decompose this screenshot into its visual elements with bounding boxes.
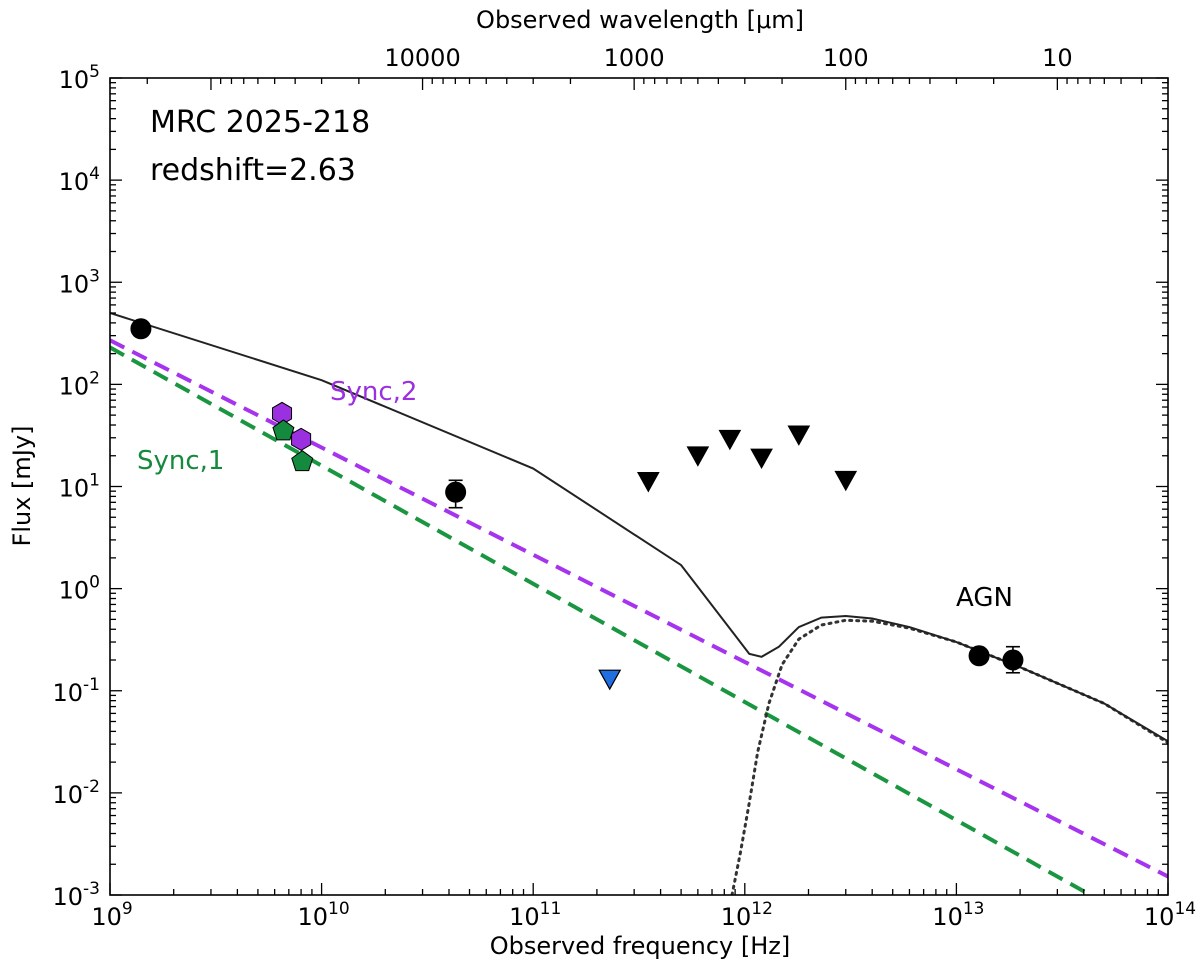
upper-limit-point [834,470,858,492]
detection-point [445,481,467,503]
upper-limit-point [718,429,742,451]
y-tick-label: 104 [59,164,100,196]
y-tick-label: 102 [59,368,100,400]
y-tick-label: 10-1 [53,675,101,707]
upper-limit-point [636,472,660,493]
data-markers [130,318,1024,691]
sync2-point [291,427,312,451]
upper-limit-point [686,446,710,467]
y-tick-label: 103 [59,266,100,298]
detection-point [968,645,990,667]
y-tick-label: 10-3 [53,879,101,911]
blue-upper-limit-point [598,669,622,691]
upper-limit-point [787,425,811,446]
agn-label: AGN [956,583,1013,613]
y-axis-label: Flux [mJy] [8,426,36,547]
top-tick-label: 10000 [384,44,460,72]
top-axis-label: Observed wavelength [μm] [476,6,804,34]
top-tick-label: 100 [823,44,869,72]
sync2-label: Sync,2 [330,377,417,407]
axis-ticks [109,77,1169,896]
y-tick-label: 10-2 [53,777,101,809]
sync2-model-line [110,338,1168,879]
y-tick-label: 105 [59,62,100,94]
detection-point [1002,649,1024,671]
tick-labels: 109 1010 1011 1012 1013 1014 10-3 10-2 10-1 100 10… [53,44,1197,931]
x-tick-label: 109 [91,899,132,931]
sync1-model-line [110,345,1092,895]
top-tick-label: 10 [1042,44,1073,72]
x-tick-label: 1013 [932,899,984,931]
plot-frame [109,77,1169,896]
y-tick-label: 100 [59,573,100,605]
source-name: MRC 2025-218 [150,105,370,140]
model-curves [110,312,1168,895]
redshift-label: redshift=2.63 [150,153,356,188]
x-axis-label: Observed frequency [Hz] [490,932,790,960]
top-tick-label: 1000 [604,44,665,72]
detection-point [130,318,152,340]
y-tick-label: 101 [59,471,100,503]
total-model-line [110,312,1168,743]
upper-limit-point [750,448,773,470]
sync1-label: Sync,1 [137,446,224,476]
sync1-point [272,419,295,441]
x-tick-label: 1010 [298,899,350,931]
x-tick-label: 1012 [721,899,773,931]
agn-model-line [730,618,1168,895]
x-tick-label: 1011 [509,899,561,931]
x-tick-label: 1014 [1144,899,1196,931]
sync1-point [291,450,314,472]
